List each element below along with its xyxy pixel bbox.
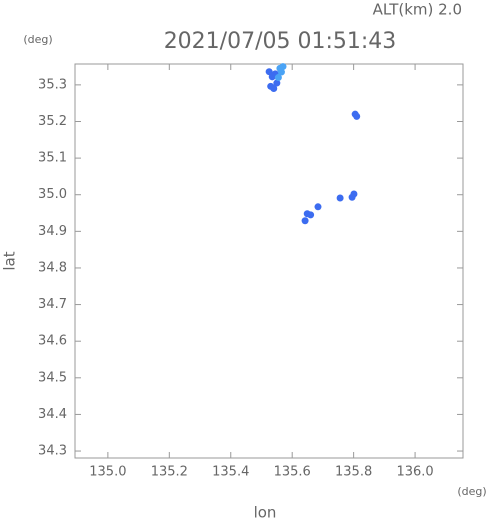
y-tick-label: 34.4 — [38, 407, 67, 422]
y-unit: (deg) — [23, 33, 52, 46]
y-tick-label: 34.7 — [38, 297, 67, 312]
y-tick-label: 35.0 — [38, 187, 67, 202]
echo-point — [279, 63, 287, 71]
x-tick-label: 135.0 — [89, 465, 126, 480]
echo-point — [353, 112, 361, 120]
x-tick-label: 135.2 — [151, 465, 188, 480]
chart-title: 2021/07/05 01:51:43 — [164, 29, 397, 54]
chart-subtitle: ALT(km) 2.0 — [373, 1, 462, 19]
x-tick-label: 135.4 — [212, 465, 249, 480]
y-tick-label: 35.3 — [38, 77, 67, 92]
echo-point — [274, 74, 282, 82]
y-tick-label: 34.9 — [38, 224, 67, 239]
echo-point — [277, 68, 285, 76]
plot-frame — [74, 63, 464, 459]
echo-point — [273, 79, 281, 87]
echo-point — [270, 85, 278, 93]
echo-point — [301, 217, 309, 225]
y-tick-label: 34.5 — [38, 370, 67, 385]
echo-point — [307, 211, 315, 219]
x-tick-label: 135.8 — [335, 465, 372, 480]
y-tick-label: 35.2 — [38, 114, 67, 129]
x-unit: (deg) — [457, 485, 486, 498]
x-axis-label: lon — [254, 504, 277, 522]
echo-point — [265, 68, 273, 76]
echo-point — [314, 203, 322, 211]
y-tick-label: 34.6 — [38, 334, 67, 349]
y-tick-label: 34.8 — [38, 260, 67, 275]
y-axis-label: lat — [1, 251, 19, 270]
echo-point — [336, 194, 344, 202]
y-tick-label: 35.1 — [38, 151, 67, 166]
x-tick-label: 135.6 — [274, 465, 311, 480]
x-tick-label: 136.0 — [396, 465, 433, 480]
y-tick-label: 34.3 — [38, 444, 67, 459]
echo-point — [350, 190, 358, 198]
